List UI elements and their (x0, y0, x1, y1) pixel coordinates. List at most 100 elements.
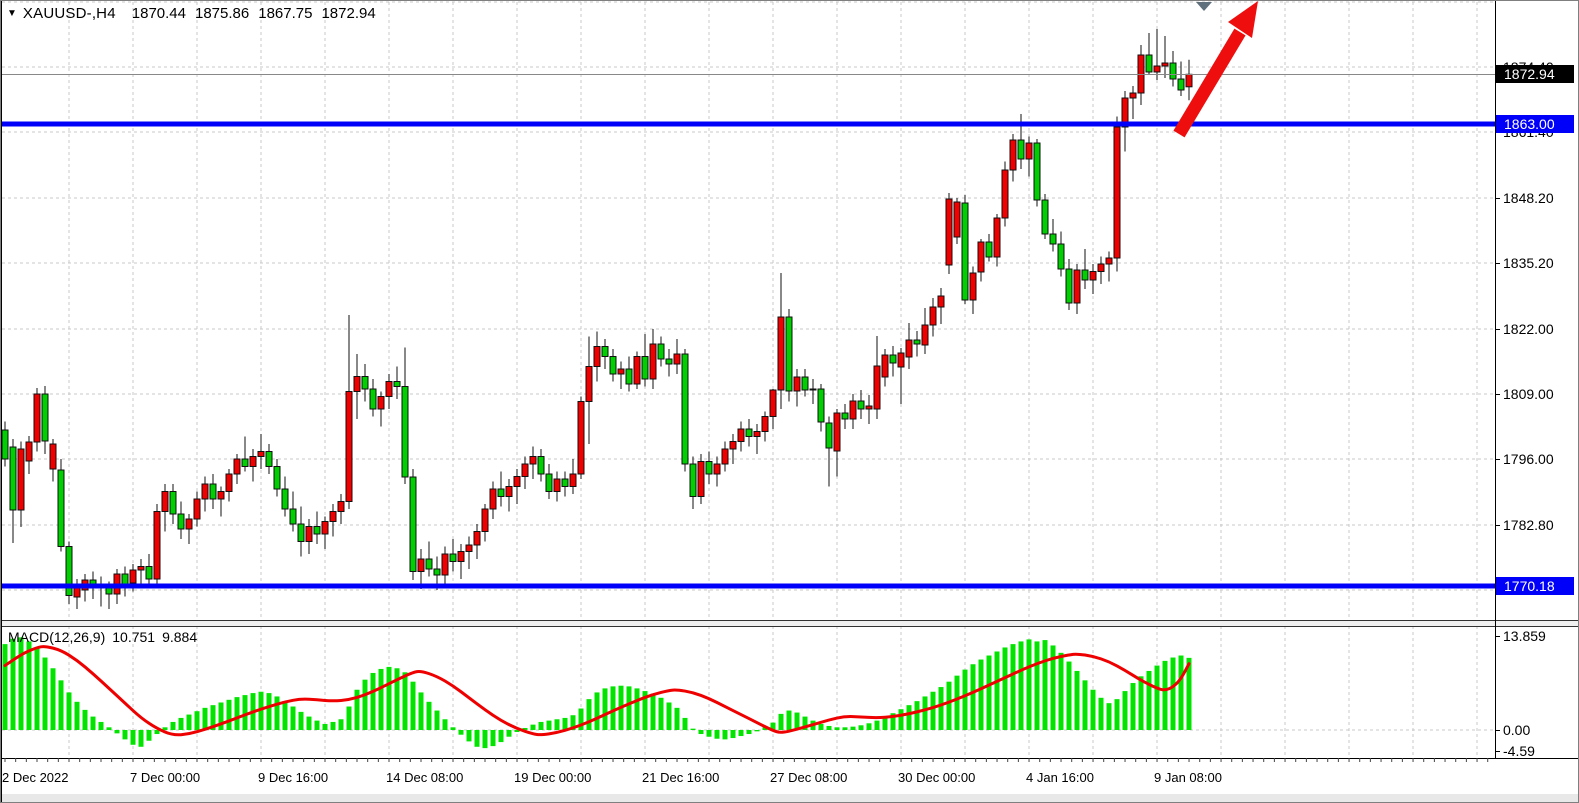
macd-histogram-bar (162, 727, 168, 730)
macd-histogram-bar (106, 727, 112, 730)
trend-arrow-head[interactable] (1228, 1, 1258, 38)
macd-histogram-bar (778, 713, 784, 730)
candle-bull (697, 461, 705, 497)
macd-histogram-bar (882, 717, 888, 730)
macd-histogram-bar (306, 716, 312, 730)
candle-bull (353, 376, 361, 392)
macd-histogram-bar (698, 730, 704, 735)
macd-histogram-bar (674, 707, 680, 730)
candle-bull (1185, 73, 1193, 88)
price-axis-label: 1782.80 (1503, 517, 1554, 533)
macd-histogram-bar (82, 709, 88, 730)
chart-title: ▼ XAUUSD-,H4 1870.44 1875.86 1867.75 1872.94 (7, 5, 376, 22)
candle-bear (1041, 199, 1049, 235)
time-axis-label: 19 Dec 00:00 (514, 770, 592, 785)
candle-bear (825, 422, 833, 449)
macd-histogram-bar (682, 717, 688, 730)
candle-bull (233, 458, 241, 475)
time-axis-label: 7 Dec 00:00 (130, 770, 201, 785)
candle-bear (857, 400, 865, 410)
macd-histogram-bar (594, 692, 600, 730)
current-price-badge: 1872.94 (1496, 65, 1574, 83)
macd-histogram-bar (914, 701, 920, 730)
candle-bear (121, 573, 129, 586)
macd-axis-label: 0.00 (1503, 722, 1531, 738)
macd-histogram-bar (570, 715, 576, 730)
candle-bear (785, 316, 793, 392)
candle-bull (217, 491, 225, 500)
ohlc-open: 1870.44 (131, 5, 186, 22)
candle-bull (793, 376, 801, 392)
macd-histogram-bar (66, 692, 72, 730)
candle-bull (929, 306, 937, 326)
macd-histogram-bar (130, 730, 136, 745)
macd-histogram-bar (2, 644, 8, 730)
macd-histogram-bar (802, 716, 808, 730)
macd-histogram-bar (322, 723, 328, 730)
trend-arrow-shaft[interactable] (1173, 28, 1246, 138)
macd-histogram-bar (1074, 670, 1080, 730)
macd-histogram-bar (330, 721, 336, 730)
macd-histogram-bar (370, 672, 376, 730)
candle-bear (65, 546, 73, 596)
macd-histogram-bar (970, 664, 976, 730)
symbol-dropdown-icon[interactable]: ▼ (7, 8, 17, 19)
macd-histogram-bar (90, 716, 96, 730)
candle-bear (169, 491, 177, 515)
candle-bull (489, 488, 497, 510)
candle-bear (625, 368, 633, 385)
time-axis-label: 30 Dec 00:00 (898, 770, 976, 785)
macd-histogram-bar (714, 730, 720, 739)
ohlc-close: 1872.94 (321, 5, 376, 22)
candle-bull (809, 388, 817, 391)
candle-bull (865, 405, 873, 410)
candle-bear (1057, 243, 1065, 270)
macd-histogram-bar (962, 669, 968, 730)
macd-histogram-bar (978, 659, 984, 730)
candle-bull (225, 473, 233, 492)
candle-bull (457, 551, 465, 562)
macd-histogram-bar (1106, 703, 1112, 730)
price-axis[interactable] (1495, 0, 1579, 758)
candle-bear (537, 456, 545, 475)
pane-splitter[interactable] (0, 620, 1579, 627)
candle-bull (505, 486, 513, 497)
candle-bull (721, 448, 729, 465)
candle-bull (969, 272, 977, 301)
macd-histogram-bar (1018, 641, 1024, 730)
macd-histogram-bar (354, 689, 360, 730)
macd-histogram-bar (58, 680, 64, 730)
macd-histogram-bar (706, 730, 712, 737)
candle-bull (585, 366, 593, 402)
candle-bear (561, 478, 569, 487)
time-axis-label: 27 Dec 08:00 (770, 770, 848, 785)
candle-bear (281, 488, 289, 510)
macd-histogram-bar (1082, 680, 1088, 730)
macd-histogram-bar (258, 691, 264, 730)
macd-histogram-bar (514, 730, 520, 733)
candle-bear (689, 463, 697, 497)
macd-histogram-bar (210, 705, 216, 730)
candle-bull (521, 463, 529, 477)
candle-bear (705, 461, 713, 475)
hline-price-badge-1770: 1770.18 (1496, 577, 1574, 595)
macd-histogram-bar (626, 686, 632, 730)
price-axis-label: 1848.20 (1503, 190, 1554, 206)
time-axis-label: 2 Dec 2022 (2, 770, 69, 785)
macd-histogram-bar (554, 719, 560, 730)
macd-histogram-bar (1146, 670, 1152, 730)
macd-histogram-bar (538, 721, 544, 730)
macd-histogram-bar (74, 701, 80, 730)
macd-histogram-bar (386, 666, 392, 730)
macd-histogram-bar (442, 719, 448, 730)
down-triangle-marker-icon[interactable] (1196, 2, 1212, 11)
macd-histogram-bar (98, 721, 104, 730)
candle-bull (201, 483, 209, 500)
macd-histogram-bar (1122, 691, 1128, 730)
macd-histogram-bar (874, 720, 880, 730)
candle-bull (529, 456, 537, 465)
macd-histogram-bar (634, 688, 640, 730)
macd-histogram-bar (642, 691, 648, 730)
candle-bull (569, 473, 577, 487)
